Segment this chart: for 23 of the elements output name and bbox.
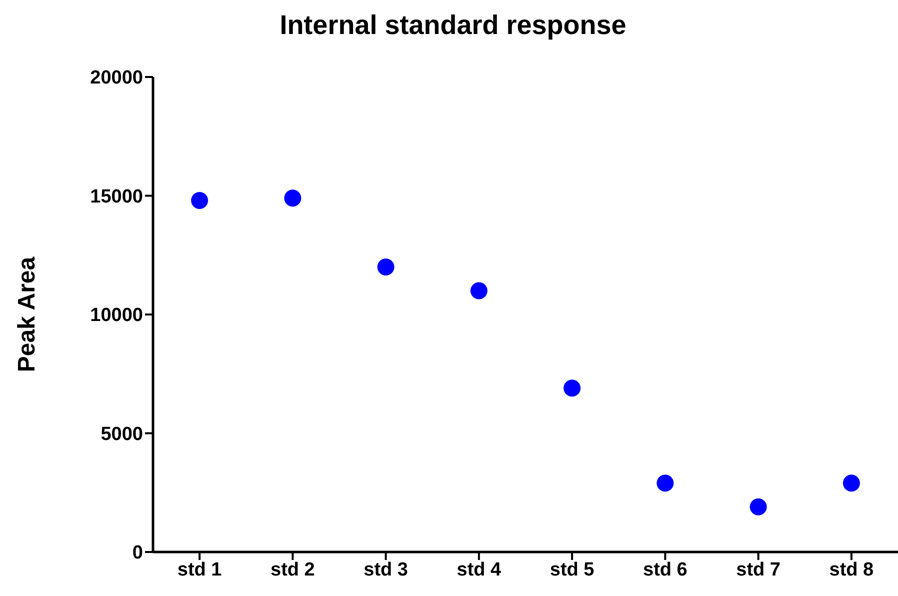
x-tick-label: std 4 [456,559,502,580]
point [470,282,488,300]
x-tick-label: std 2 [270,559,315,580]
y-tick-label: 10000 [90,305,143,326]
point [842,474,860,492]
x-tick-label: std 8 [829,559,874,580]
point [750,498,767,516]
x-tick-label: std 7 [736,559,780,580]
x-tick-label: std 1 [177,559,222,580]
x-tick-label: std 3 [364,559,408,580]
y-tick-label: 20000 [90,68,143,89]
chart-title: Internal standard response [278,10,628,41]
point [564,380,581,397]
y-axis-title: Peak Area [14,256,41,372]
x-tick-label: std 6 [643,559,688,580]
y-tick-label: 15000 [90,186,143,208]
point [284,190,302,207]
y-tick-label: 0 [132,542,143,564]
point [191,192,208,209]
point [377,258,394,276]
y-tick-label: 5000 [100,424,143,445]
point [656,474,674,492]
x-tick-label: std 5 [550,559,595,580]
